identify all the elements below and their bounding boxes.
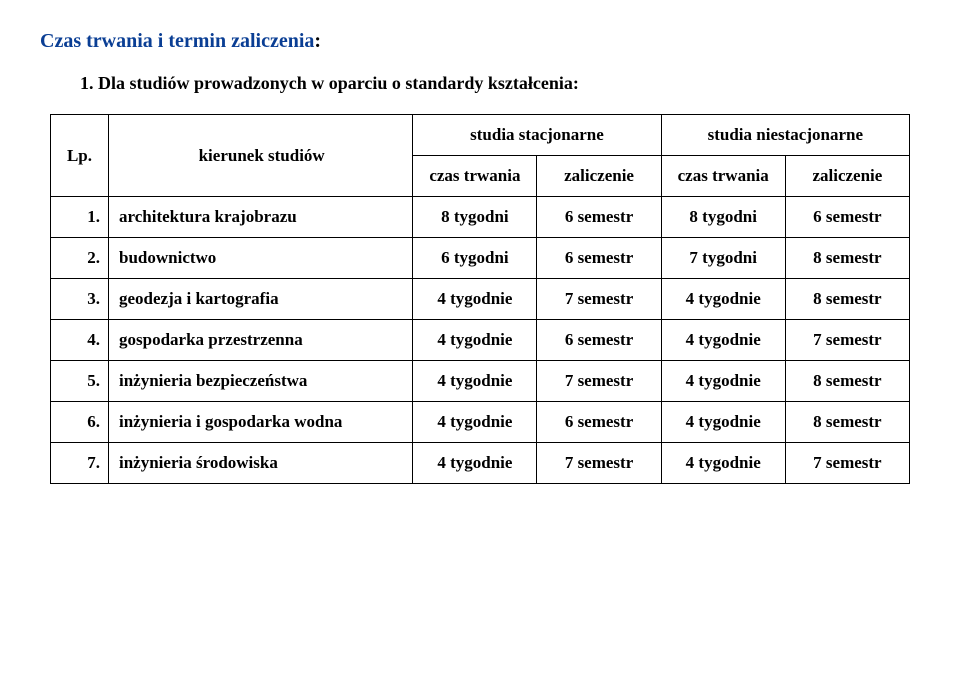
cell-val: 4 tygodnie	[661, 320, 785, 361]
cell-val: 4 tygodnie	[413, 361, 537, 402]
header-kierunek: kierunek studiów	[109, 115, 413, 197]
table-row: 1. architektura krajobrazu 8 tygodni 6 s…	[51, 197, 910, 238]
cell-val: 6 semestr	[537, 238, 661, 279]
cell-val: 6 semestr	[785, 197, 909, 238]
table-header-row-1: Lp. kierunek studiów studia stacjonarne …	[51, 115, 910, 156]
cell-name: gospodarka przestrzenna	[109, 320, 413, 361]
cell-name: inżynieria i gospodarka wodna	[109, 402, 413, 443]
cell-val: 4 tygodnie	[661, 402, 785, 443]
cell-val: 8 semestr	[785, 361, 909, 402]
cell-lp: 5.	[51, 361, 109, 402]
cell-val: 8 semestr	[785, 402, 909, 443]
cell-lp: 3.	[51, 279, 109, 320]
page-title: Czas trwania i termin zaliczenia:	[40, 30, 920, 53]
cell-val: 7 semestr	[785, 320, 909, 361]
cell-lp: 1.	[51, 197, 109, 238]
cell-val: 7 tygodni	[661, 238, 785, 279]
cell-val: 6 semestr	[537, 197, 661, 238]
table-row: 3. geodezja i kartografia 4 tygodnie 7 s…	[51, 279, 910, 320]
cell-name: inżynieria bezpieczeństwa	[109, 361, 413, 402]
cell-val: 8 semestr	[785, 238, 909, 279]
table-row: 6. inżynieria i gospodarka wodna 4 tygod…	[51, 402, 910, 443]
cell-val: 8 semestr	[785, 279, 909, 320]
header-czas-1: czas trwania	[413, 156, 537, 197]
cell-val: 7 semestr	[785, 443, 909, 484]
header-czas-2: czas trwania	[661, 156, 785, 197]
cell-val: 4 tygodnie	[413, 443, 537, 484]
cell-val: 7 semestr	[537, 443, 661, 484]
table-row: 7. inżynieria środowiska 4 tygodnie 7 se…	[51, 443, 910, 484]
title-text: Czas trwania i termin zaliczenia	[40, 30, 314, 52]
table-row: 4. gospodarka przestrzenna 4 tygodnie 6 …	[51, 320, 910, 361]
cell-val: 4 tygodnie	[661, 361, 785, 402]
table-row: 5. inżynieria bezpieczeństwa 4 tygodnie …	[51, 361, 910, 402]
cell-val: 8 tygodni	[661, 197, 785, 238]
cell-name: inżynieria środowiska	[109, 443, 413, 484]
title-colon: :	[314, 30, 321, 52]
cell-val: 7 semestr	[537, 361, 661, 402]
cell-val: 6 semestr	[537, 402, 661, 443]
cell-val: 4 tygodnie	[661, 443, 785, 484]
cell-val: 7 semestr	[537, 279, 661, 320]
cell-val: 6 tygodni	[413, 238, 537, 279]
header-zal-2: zaliczenie	[785, 156, 909, 197]
cell-val: 4 tygodnie	[413, 402, 537, 443]
header-lp: Lp.	[51, 115, 109, 197]
cell-lp: 4.	[51, 320, 109, 361]
cell-val: 4 tygodnie	[413, 279, 537, 320]
cell-lp: 7.	[51, 443, 109, 484]
cell-name: geodezja i kartografia	[109, 279, 413, 320]
cell-lp: 6.	[51, 402, 109, 443]
header-stacjonarne: studia stacjonarne	[413, 115, 661, 156]
cell-name: budownictwo	[109, 238, 413, 279]
cell-val: 6 semestr	[537, 320, 661, 361]
curriculum-table: Lp. kierunek studiów studia stacjonarne …	[50, 114, 910, 484]
cell-lp: 2.	[51, 238, 109, 279]
cell-val: 4 tygodnie	[661, 279, 785, 320]
table-row: 2. budownictwo 6 tygodni 6 semestr 7 tyg…	[51, 238, 910, 279]
cell-val: 8 tygodni	[413, 197, 537, 238]
section-subtitle: 1. Dla studiów prowadzonych w oparciu o …	[80, 73, 920, 94]
header-zal-1: zaliczenie	[537, 156, 661, 197]
cell-val: 4 tygodnie	[413, 320, 537, 361]
cell-name: architektura krajobrazu	[109, 197, 413, 238]
header-niestacjonarne: studia niestacjonarne	[661, 115, 909, 156]
